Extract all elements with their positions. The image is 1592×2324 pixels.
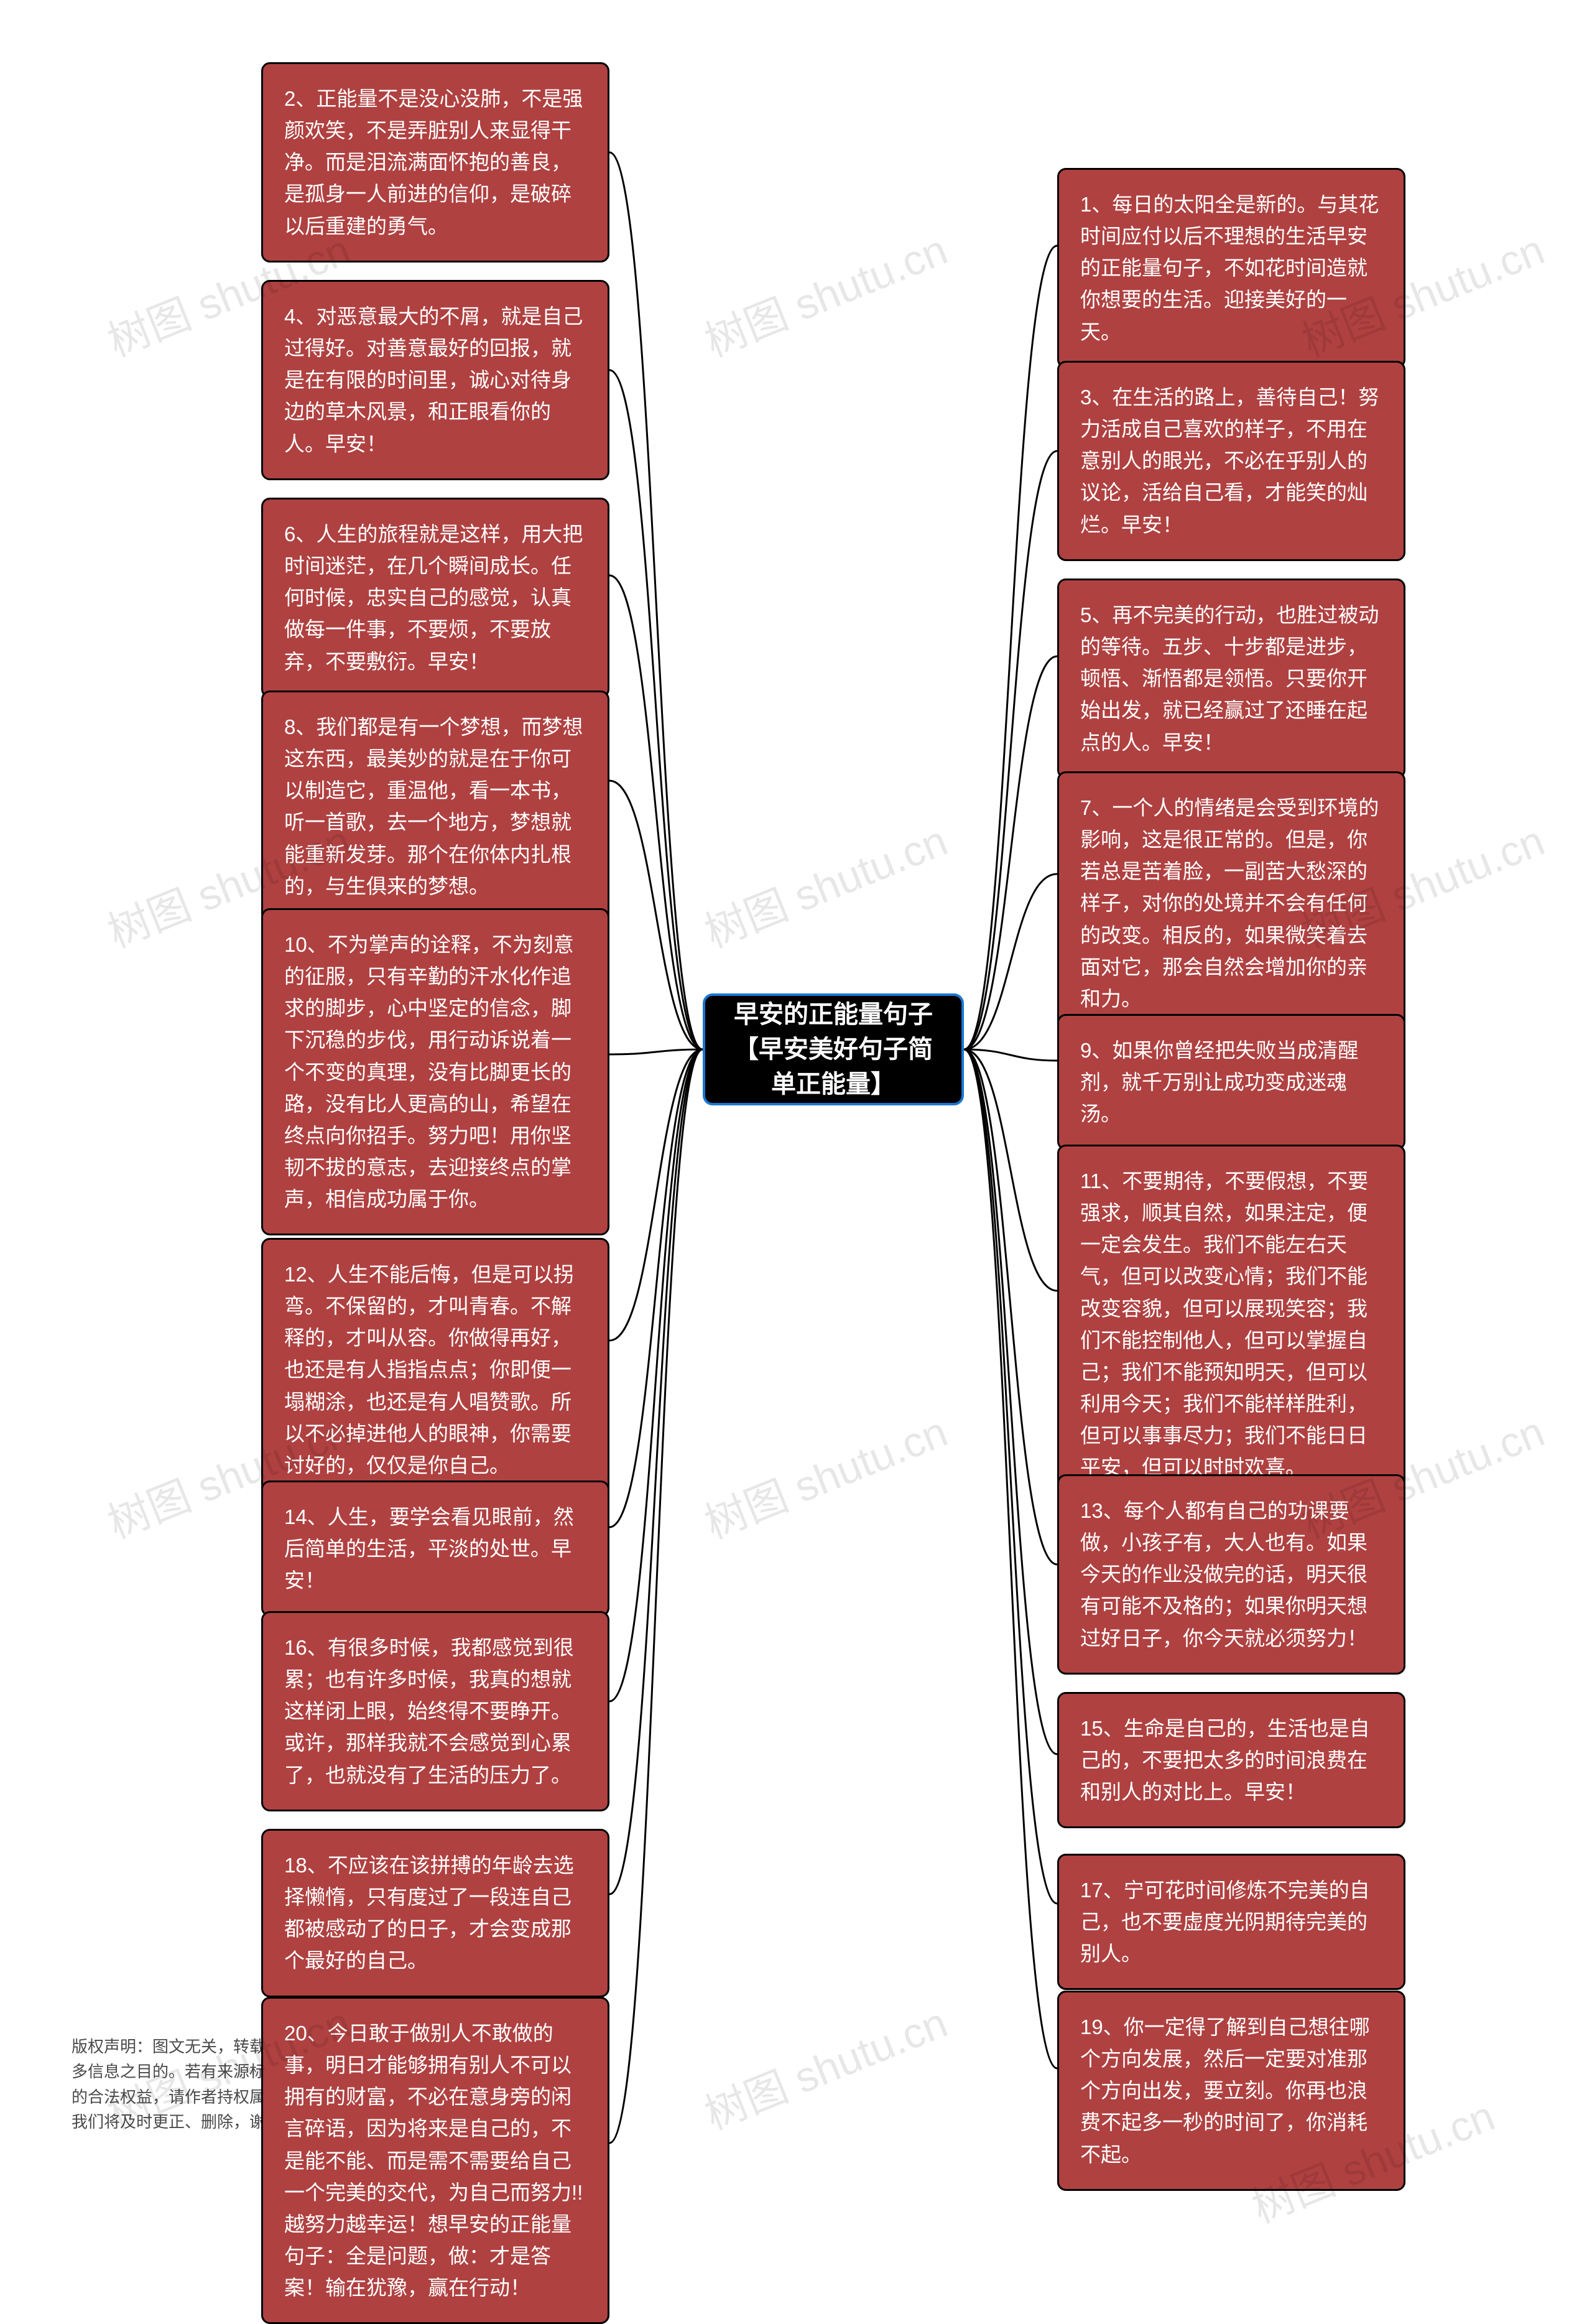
edge-right-7 <box>964 1049 1057 1754</box>
edge-left-8 <box>609 1049 703 1894</box>
left-node-6-text: 14、人生，要学会看见眼前，然后简单的生活，平淡的处世。早安！ <box>284 1505 574 1592</box>
edge-right-2 <box>964 656 1057 1049</box>
left-node-3-text: 8、我们都是有一个梦想，而梦想这东西，最美妙的就是在于你可以制造它，重温他，看一… <box>284 715 583 898</box>
left-node-9: 20、今日敢于做别人不敢做的事，明日才能够拥有别人不可以拥有的财富，不必在意身旁… <box>261 1997 609 2324</box>
left-node-1: 4、对恶意最大的不屑，就是自己过得好。对善意最好的回报，就是在有限的时间里，诚心… <box>261 280 609 480</box>
right-node-4-text: 9、如果你曾经把失败当成清醒剂，就千万别让成功变成迷魂汤。 <box>1080 1039 1358 1125</box>
edge-right-6 <box>964 1049 1057 1564</box>
edge-left-7 <box>609 1049 703 1701</box>
right-node-3: 7、一个人的情绪是会受到环境的影响，这是很正常的。但是，你若总是苦着脸，一副苦大… <box>1057 771 1405 1035</box>
right-node-1: 3、在生活的路上，善待自己！努力活成自己喜欢的样子，不用在意别人的眼光，不必在乎… <box>1057 361 1405 561</box>
left-node-4-text: 10、不为掌声的诠释，不为刻意的征服，只有辛勤的汗水化作追求的脚步，心中坚定的信… <box>284 933 574 1211</box>
left-node-0: 2、正能量不是没心没肺，不是强颜欢笑，不是弄脏别人来显得干净。而是泪流满面怀抱的… <box>261 62 609 263</box>
left-node-6: 14、人生，要学会看见眼前，然后简单的生活，平淡的处世。早安！ <box>261 1480 609 1617</box>
edge-right-4 <box>964 1049 1057 1061</box>
center-node: 早安的正能量句子【早安美好句子简单正能量】 <box>703 993 964 1105</box>
center-node-text: 早安的正能量句子【早安美好句子简单正能量】 <box>724 997 943 1102</box>
left-node-2-text: 6、人生的旅程就是这样，用大把时间迷茫，在几个瞬间成长。任何时候，忠实自己的感觉… <box>284 523 583 673</box>
right-node-6: 13、每个人都有自己的功课要做，小孩子有，大人也有。如果今天的作业没做完的话，明… <box>1057 1474 1405 1675</box>
edge-left-1 <box>609 370 703 1049</box>
edge-right-5 <box>964 1049 1057 1291</box>
edge-left-0 <box>609 152 703 1049</box>
mindmap-canvas: { "diagram": { "type": "mindmap", "backg… <box>0 0 1592 2217</box>
right-node-7-text: 15、生命是自己的，生活也是自己的，不要把太多的时间浪费在和别人的对比上。早安！ <box>1080 1717 1370 1803</box>
right-node-0-text: 1、每日的太阳全是新的。与其花时间应付以后不理想的生活早安的正能量句子，不如花时… <box>1080 193 1379 343</box>
watermark-5: 树图 shutu.cn <box>694 806 955 959</box>
left-node-1-text: 4、对恶意最大的不屑，就是自己过得好。对善意最好的回报，就是在有限的时间里，诚心… <box>284 305 583 455</box>
right-node-2: 5、再不完美的行动，也胜过被动的等待。五步、十步都是进步，顿悟、渐悟都是领悟。只… <box>1057 579 1405 779</box>
left-node-2: 6、人生的旅程就是这样，用大把时间迷茫，在几个瞬间成长。任何时候，忠实自己的感觉… <box>261 498 609 698</box>
right-node-1-text: 3、在生活的路上，善待自己！努力活成自己喜欢的样子，不用在意别人的眼光，不必在乎… <box>1080 386 1379 536</box>
right-node-5: 11、不要期待，不要假想，不要强求，顺其自然，如果注定，便一定会发生。我们不能左… <box>1057 1145 1405 1504</box>
edge-left-3 <box>609 781 703 1049</box>
right-node-5-text: 11、不要期待，不要假想，不要强求，顺其自然，如果注定，便一定会发生。我们不能左… <box>1080 1169 1368 1479</box>
left-node-8-text: 18、不应该在该拼搏的年龄去选择懒惰，只有度过了一段连自己都被感动了的日子，才会… <box>284 1854 574 1972</box>
left-node-5: 12、人生不能后悔，但是可以拐弯。不保留的，才叫青春。不解释的，才叫从容。你做得… <box>261 1238 609 1502</box>
left-node-8: 18、不应该在该拼搏的年龄去选择懒惰，只有度过了一段连自己都被感动了的日子，才会… <box>261 1829 609 1997</box>
left-node-5-text: 12、人生不能后悔，但是可以拐弯。不保留的，才叫青春。不解释的，才叫从容。你做得… <box>284 1263 574 1477</box>
right-node-8: 17、宁可花时间修炼不完美的自己，也不要虚度光阴期待完美的别人。 <box>1057 1854 1405 1990</box>
edge-right-1 <box>964 451 1057 1049</box>
edge-right-8 <box>964 1049 1057 1903</box>
edge-left-9 <box>609 1049 703 2143</box>
left-node-0-text: 2、正能量不是没心没肺，不是强颜欢笑，不是弄脏别人来显得干净。而是泪流满面怀抱的… <box>284 87 583 238</box>
right-node-8-text: 17、宁可花时间修炼不完美的自己，也不要虚度光阴期待完美的别人。 <box>1080 1879 1370 1965</box>
left-node-3: 8、我们都是有一个梦想，而梦想这东西，最美妙的就是在于你可以制造它，重温他，看一… <box>261 690 609 923</box>
edge-right-9 <box>964 1049 1057 2068</box>
edge-left-4 <box>609 1049 703 1054</box>
right-node-9: 19、你一定得了解到自己想往哪个方向发展，然后一定要对准那个方向出发，要立刻。你… <box>1057 1991 1405 2191</box>
right-node-0: 1、每日的太阳全是新的。与其花时间应付以后不理想的生活早安的正能量句子，不如花时… <box>1057 168 1405 368</box>
edge-left-5 <box>609 1049 703 1341</box>
right-node-2-text: 5、再不完美的行动，也胜过被动的等待。五步、十步都是进步，顿悟、渐悟都是领悟。只… <box>1080 603 1379 754</box>
right-node-6-text: 13、每个人都有自己的功课要做，小孩子有，大人也有。如果今天的作业没做完的话，明… <box>1080 1499 1368 1650</box>
right-node-9-text: 19、你一定得了解到自己想往哪个方向发展，然后一定要对准那个方向出发，要立刻。你… <box>1080 2015 1370 2166</box>
left-node-7: 16、有很多时候，我都感觉到很累；也有许多时候，我真的想就这样闭上眼，始终得不要… <box>261 1611 609 1811</box>
right-node-3-text: 7、一个人的情绪是会受到环境的影响，这是很正常的。但是，你若总是苦着脸，一副苦大… <box>1080 796 1379 1010</box>
right-node-4: 9、如果你曾经把失败当成清醒剂，就千万别让成功变成迷魂汤。 <box>1057 1014 1405 1150</box>
watermark-4: 树图 shutu.cn <box>694 215 955 368</box>
edge-left-2 <box>609 575 703 1049</box>
edge-right-0 <box>964 246 1057 1049</box>
edge-right-3 <box>964 874 1057 1049</box>
edge-left-6 <box>609 1049 703 1527</box>
watermark-6: 树图 shutu.cn <box>694 1397 955 1550</box>
left-node-4: 10、不为掌声的诠释，不为刻意的征服，只有辛勤的汗水化作追求的脚步，心中坚定的信… <box>261 908 609 1235</box>
left-node-9-text: 20、今日敢于做别人不敢做的事，明日才能够拥有别人不可以拥有的财富，不必在意身旁… <box>284 2022 583 2299</box>
watermark-7: 树图 shutu.cn <box>694 1988 955 2141</box>
right-node-7: 15、生命是自己的，生活也是自己的，不要把太多的时间浪费在和别人的对比上。早安！ <box>1057 1692 1405 1828</box>
left-node-7-text: 16、有很多时候，我都感觉到很累；也有许多时候，我真的想就这样闭上眼，始终得不要… <box>284 1636 574 1787</box>
